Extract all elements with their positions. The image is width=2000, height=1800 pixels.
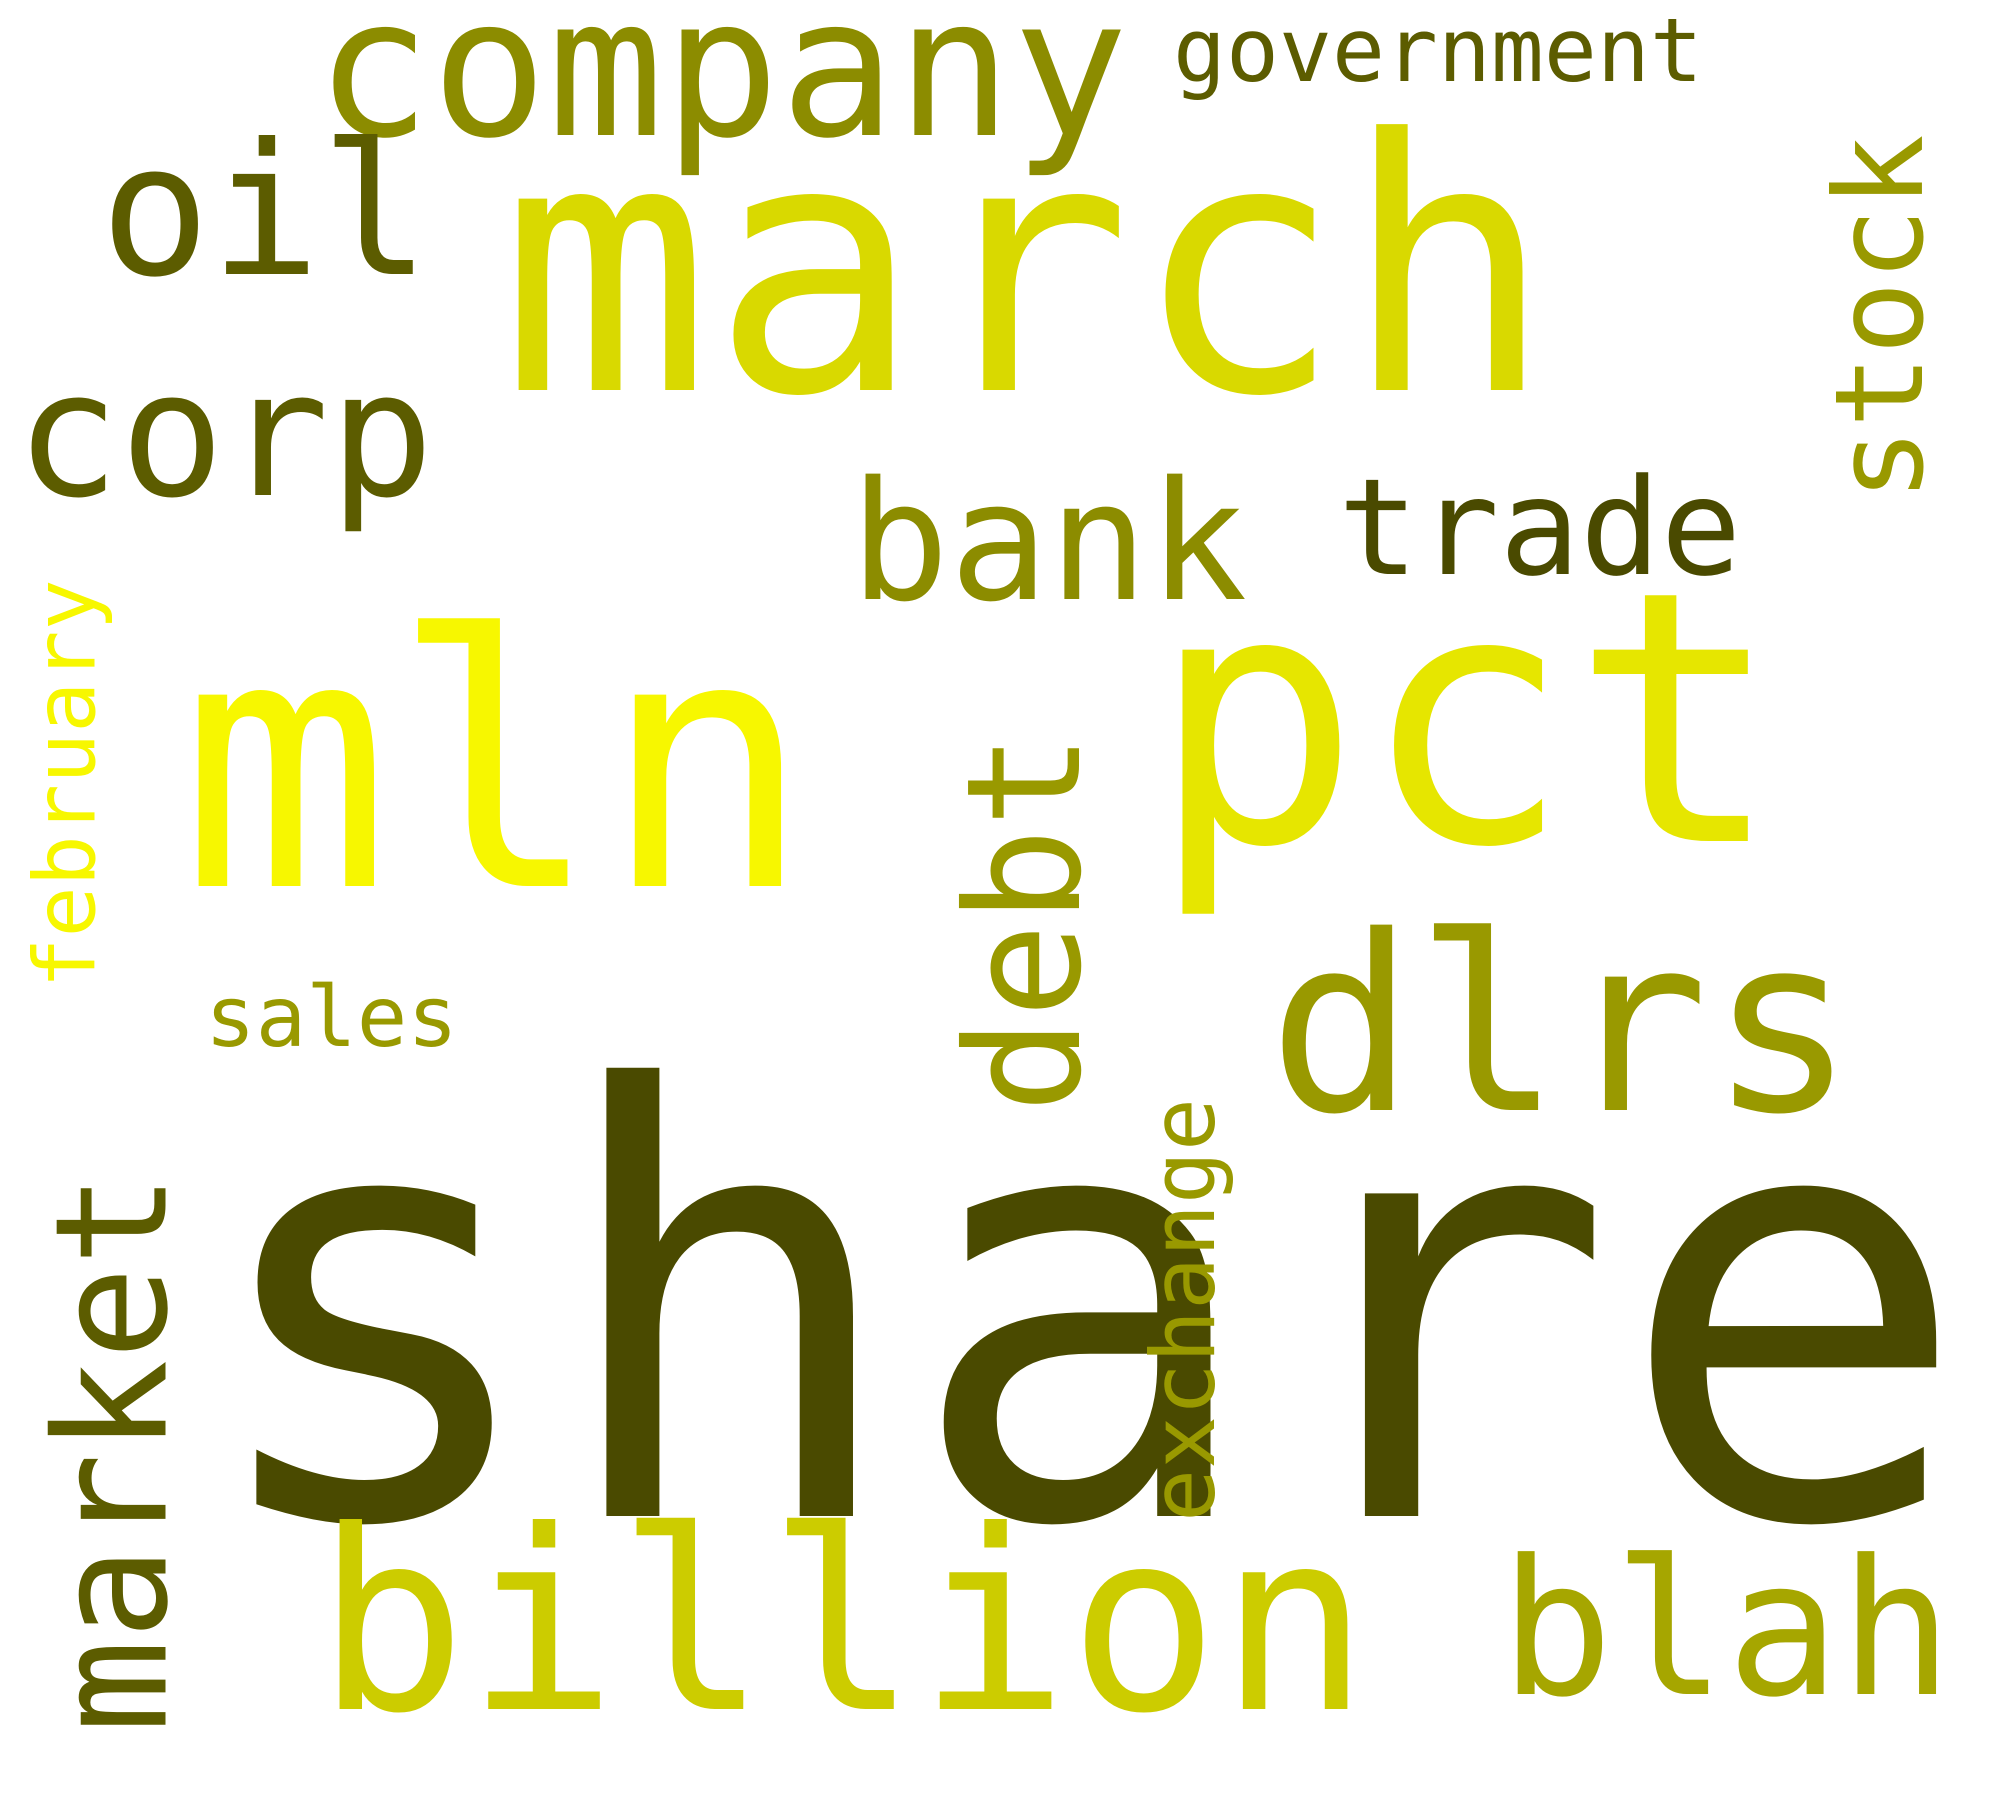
word-billion: billion	[316, 1477, 1370, 1768]
word-february: february	[16, 579, 116, 989]
word-debt: debt	[933, 732, 1117, 1114]
word-stock: stock	[1809, 134, 1951, 502]
word-market: market	[21, 1173, 203, 1733]
word-march: march	[500, 65, 1554, 473]
word-exchange: exchange	[1132, 1098, 1235, 1522]
word-sales: sales	[205, 968, 458, 1066]
word-pct: pct	[1150, 516, 1783, 924]
word-mln: mln	[180, 561, 813, 969]
word-oil: oil	[100, 105, 431, 318]
word-trade: trade	[1338, 450, 1742, 606]
word-share: share	[195, 969, 1972, 1656]
word-dlrs: dlrs	[1268, 884, 1856, 1168]
word-bank: bank	[850, 446, 1248, 638]
word-government: government	[1173, 0, 1703, 102]
word-corp: corp	[15, 334, 435, 537]
word-company: company	[315, 0, 1129, 181]
word-blah: blah	[1500, 1520, 1953, 1739]
